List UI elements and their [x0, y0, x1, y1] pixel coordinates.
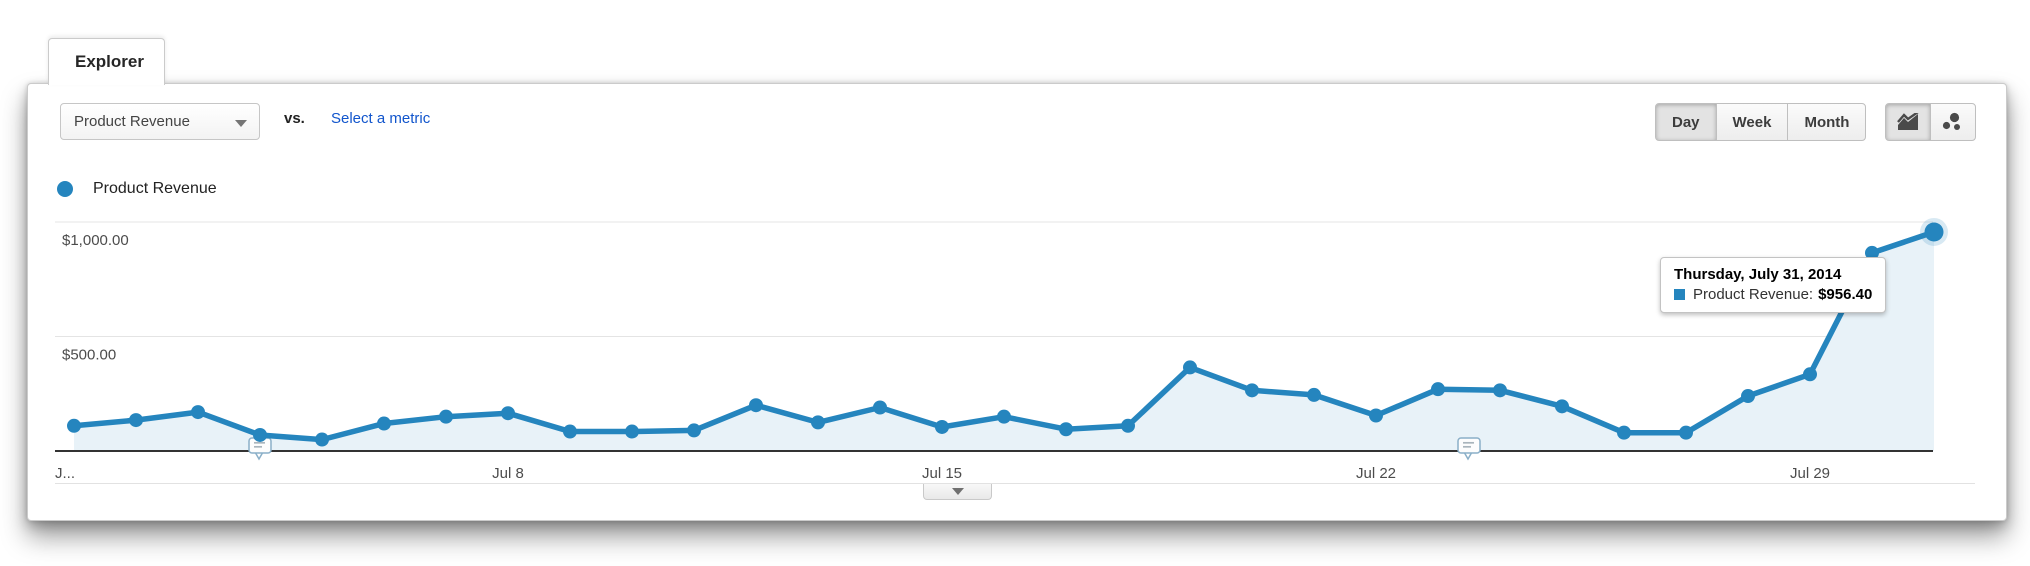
chart-legend: Product Revenue — [57, 180, 217, 198]
tab-explorer[interactable]: Explorer — [48, 38, 165, 85]
x-tick-label: Jul 22 — [1356, 465, 1396, 482]
data-point[interactable] — [1803, 367, 1817, 382]
data-point[interactable] — [1121, 418, 1135, 433]
x-tick-label: Jul 15 — [922, 465, 962, 482]
data-point[interactable] — [253, 427, 267, 442]
area-fill — [74, 232, 1934, 451]
granularity-week-button[interactable]: Week — [1715, 103, 1789, 141]
chart-tooltip: Thursday, July 31, 2014 Product Revenue:… — [1660, 257, 1887, 313]
data-point[interactable] — [1431, 382, 1445, 397]
tab-explorer-label: Explorer — [75, 52, 144, 71]
legend-dot — [57, 181, 73, 197]
data-point[interactable] — [625, 424, 639, 439]
data-point[interactable] — [67, 418, 81, 433]
revenue-chart: $1,000.00 $500.00 J... Jul 8 Jul 15 Jul 22 Jul… — [55, 217, 1948, 482]
motion-chart-button[interactable] — [1930, 103, 1976, 141]
tooltip-date: Thursday, July 31, 2014 — [1674, 266, 1842, 283]
expander-arrow-icon — [951, 488, 964, 495]
data-point[interactable] — [1183, 360, 1197, 375]
data-point[interactable] — [191, 405, 205, 420]
y-tick-label: $1,000.00 — [62, 232, 129, 249]
metric-dropdown[interactable]: Product Revenue — [60, 103, 260, 140]
annotation-bubble-icon[interactable] — [248, 437, 272, 461]
data-point[interactable] — [1369, 408, 1383, 423]
tooltip-value: $956.40 — [1818, 286, 1873, 303]
tooltip-series-swatch — [1674, 289, 1685, 300]
data-point[interactable] — [563, 424, 577, 439]
chevron-down-icon — [235, 120, 247, 127]
x-tick-label: Jul 8 — [492, 465, 524, 482]
data-point[interactable] — [1865, 245, 1879, 260]
data-point[interactable] — [687, 423, 701, 438]
data-point[interactable] — [1059, 422, 1073, 437]
annotation-box — [1457, 437, 1481, 454]
data-point[interactable] — [315, 432, 329, 447]
data-point[interactable] — [129, 413, 143, 428]
metric-dropdown-value: Product Revenue — [74, 113, 190, 130]
motion-chart-icon — [1942, 112, 1960, 130]
y-tick-label: $500.00 — [62, 347, 116, 364]
data-point[interactable] — [1679, 425, 1693, 440]
data-point[interactable] — [1924, 222, 1944, 242]
data-point[interactable] — [811, 415, 825, 430]
granularity-month-button[interactable]: Month — [1787, 103, 1867, 141]
granularity-day-button[interactable]: Day — [1655, 103, 1717, 141]
tooltip-series-label: Product Revenue: — [1693, 286, 1814, 303]
data-point[interactable] — [1307, 387, 1321, 402]
x-tick-label: J... — [55, 465, 75, 482]
data-point[interactable] — [873, 400, 887, 415]
data-point[interactable] — [1741, 389, 1755, 404]
data-point[interactable] — [439, 409, 453, 424]
revenue-line — [71, 229, 1937, 443]
select-metric-link[interactable]: Select a metric — [331, 110, 431, 127]
granularity-toggle: Day Week Month — [1655, 103, 1867, 141]
data-point[interactable] — [935, 419, 949, 434]
chart-type-toggle — [1885, 103, 1976, 141]
legend-series-label: Product Revenue — [93, 180, 217, 197]
x-tick-label: Jul 29 — [1790, 465, 1830, 482]
chart-bottom-divider — [55, 483, 1975, 484]
data-point[interactable] — [749, 398, 763, 413]
vs-label: vs. — [284, 110, 305, 127]
data-point[interactable] — [501, 406, 515, 421]
data-point[interactable] — [1555, 399, 1569, 414]
data-point[interactable] — [1245, 383, 1259, 398]
line-chart-icon — [1897, 113, 1919, 130]
data-point[interactable] — [1617, 425, 1631, 440]
data-point[interactable] — [997, 409, 1011, 424]
line-chart-button[interactable] — [1885, 103, 1931, 141]
data-point[interactable] — [377, 416, 391, 431]
annotation-bubble-icon[interactable] — [1457, 437, 1481, 461]
data-point[interactable] — [1493, 383, 1507, 398]
annotations-expander-button[interactable] — [923, 484, 992, 500]
